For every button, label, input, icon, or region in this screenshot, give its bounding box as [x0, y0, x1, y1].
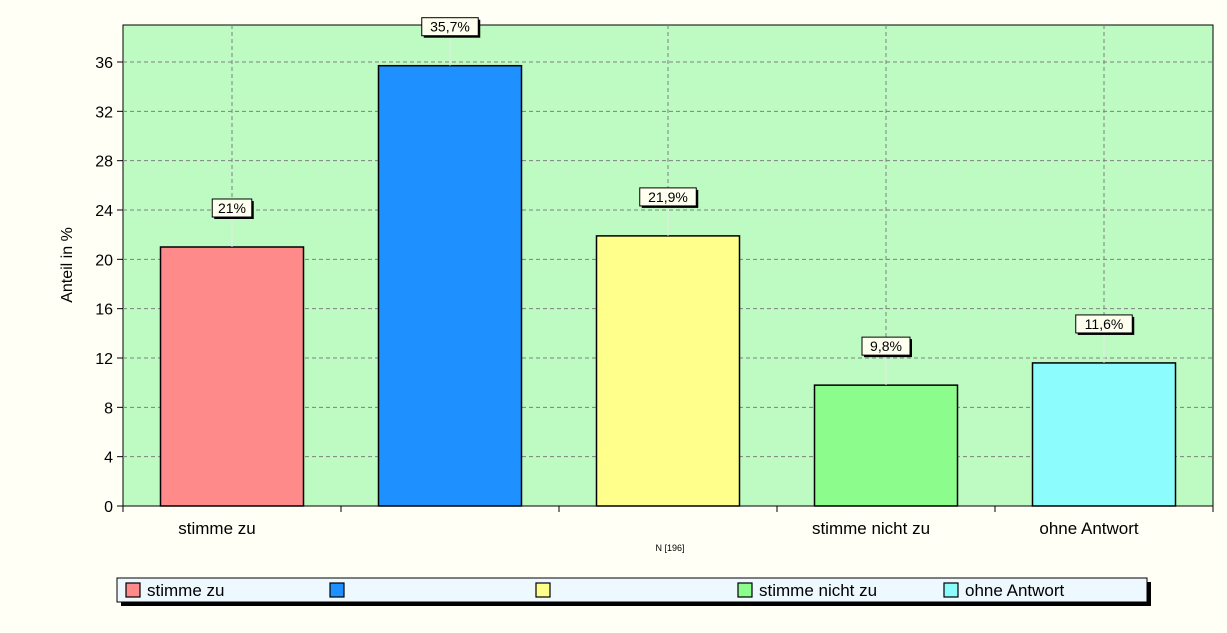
- data-label-box: [861, 336, 911, 356]
- y-axis-label: Anteil in %: [59, 227, 76, 303]
- y-tick-label: 28: [95, 154, 113, 171]
- y-tick-label: 8: [104, 400, 113, 417]
- data-label: 35,7%: [430, 19, 470, 35]
- legend-swatch: [535, 582, 551, 598]
- y-tick-label: 0: [104, 499, 113, 516]
- data-label: 11,6%: [1085, 316, 1124, 332]
- data-label-box: [211, 198, 253, 218]
- bar: [1031, 362, 1177, 507]
- y-tick-label: 32: [95, 104, 113, 121]
- bars: [159, 64, 1177, 507]
- category-labels: stimme zu stimme nicht zu ohne Antwort: [178, 519, 1139, 538]
- category-label: ohne Antwort: [1039, 519, 1139, 538]
- data-label: 21,9%: [648, 189, 688, 205]
- legend: stimme zu stimme nicht zu ohne Antwort: [116, 577, 1151, 606]
- legend-label: stimme nicht zu: [759, 581, 877, 600]
- bar: [159, 246, 305, 507]
- y-tick-label: 12: [95, 351, 113, 368]
- bar: [377, 64, 523, 507]
- legend-swatch: [329, 582, 345, 598]
- y-tick-label: 24: [95, 203, 113, 220]
- legend-label: stimme zu: [147, 581, 224, 600]
- legend-swatch: [943, 582, 959, 598]
- y-tick-label: 20: [95, 252, 113, 269]
- category-label: stimme nicht zu: [812, 519, 930, 538]
- legend-swatch: [737, 582, 753, 598]
- data-label: 21%: [218, 200, 246, 216]
- y-tick-label: 4: [104, 450, 113, 467]
- category-label: stimme zu: [178, 519, 255, 538]
- y-tick-label: 16: [95, 302, 113, 319]
- y-tick-label: 36: [95, 55, 113, 72]
- data-label: 9,8%: [870, 338, 902, 354]
- bar: [595, 235, 741, 507]
- y-axis-ticks: 0 4 8 12 16 20 24 28 32 36: [95, 55, 1214, 516]
- sample-size-note: N [196]: [655, 543, 684, 553]
- legend-label: ohne Antwort: [965, 581, 1065, 600]
- data-label-box: [639, 187, 697, 207]
- legend-box: [116, 577, 1148, 603]
- legend-swatch: [125, 582, 141, 598]
- data-label-box: [421, 17, 479, 37]
- data-label-box: [1075, 314, 1133, 334]
- bar: [813, 384, 959, 507]
- data-labels: 21% 35,7% 21,9% 9,8% 11,6%: [211, 17, 1135, 386]
